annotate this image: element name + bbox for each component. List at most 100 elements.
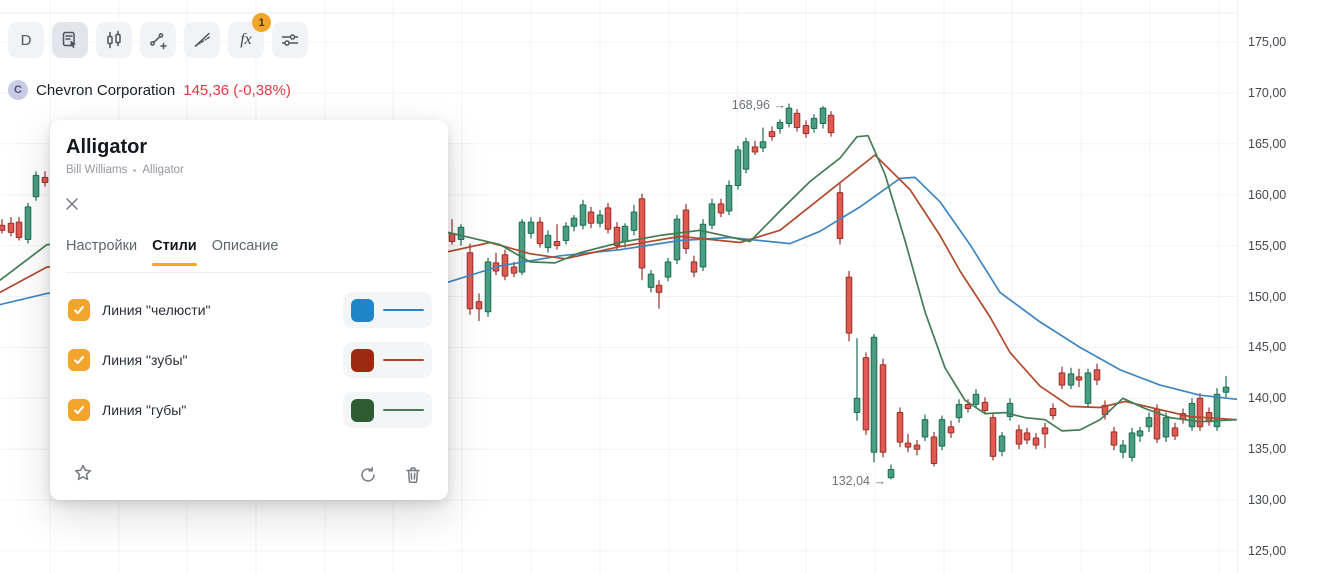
candle-body	[587, 211, 595, 224]
settings-button[interactable]	[272, 22, 308, 58]
candle-body	[475, 301, 483, 310]
candle-body	[836, 192, 844, 239]
candle-body	[24, 206, 32, 240]
close-button[interactable]	[60, 194, 84, 218]
candle-body	[1196, 397, 1204, 428]
teeth-line-sample	[383, 358, 424, 362]
candle-body	[562, 225, 570, 242]
candle-body	[664, 261, 672, 278]
lips-checkbox[interactable]	[68, 399, 90, 421]
interval-button[interactable]: D	[8, 22, 44, 58]
style-row-lips: Линия "губы"	[66, 392, 432, 428]
reset-button[interactable]	[357, 466, 379, 488]
tab-description[interactable]: Описание	[211, 238, 279, 254]
candle-body	[751, 146, 759, 153]
check-icon	[74, 305, 84, 315]
candle-body	[621, 225, 629, 243]
candle-body	[1188, 402, 1196, 428]
candle-body	[725, 185, 733, 212]
price-axis[interactable]: 175,00 170,00 165,00 160,00 155,00 150,00 145,…	[1237, 0, 1325, 573]
candle-body	[32, 174, 40, 198]
candle-body	[1119, 444, 1127, 453]
template-note-icon	[59, 29, 81, 51]
candle-body	[938, 419, 946, 447]
candle-body	[989, 417, 997, 457]
candle-body	[930, 436, 938, 464]
teeth-color-swatch[interactable]	[351, 348, 374, 372]
candle-body	[742, 141, 750, 170]
candlestick-chart[interactable]: 168,96 → 132,04 →	[0, 0, 1237, 573]
templates-button[interactable]	[52, 22, 88, 58]
trend-line-button[interactable]	[140, 22, 176, 58]
candle-body	[776, 121, 784, 130]
tab-styles[interactable]: Стили	[152, 238, 197, 266]
dialog-title: Alligator	[66, 136, 148, 158]
candle-body	[1110, 431, 1118, 446]
lips-style-preview[interactable]	[343, 392, 432, 428]
candle-body	[690, 261, 698, 273]
candle-body	[1058, 372, 1066, 386]
candle-body	[596, 214, 604, 224]
jaw-line-sample	[383, 308, 424, 312]
jaw-checkbox[interactable]	[68, 299, 90, 321]
candle-body	[1162, 417, 1170, 438]
jaw-style-preview[interactable]	[343, 292, 432, 328]
symbol-row[interactable]: C Chevron Corporation 145,36 (-0,38%)	[8, 80, 291, 100]
candle-body	[759, 141, 767, 149]
candle-body	[1136, 430, 1144, 437]
symbol-price-change: 145,36 (-0,38%)	[183, 81, 291, 99]
candle-body	[717, 203, 725, 214]
price-tick: 170,00	[1248, 85, 1287, 100]
candle-body	[41, 176, 49, 183]
candle-body	[972, 393, 980, 405]
refresh-icon	[358, 465, 378, 490]
trend-line-plus-icon	[147, 29, 169, 51]
dot-separator	[133, 168, 137, 172]
teeth-label: Линия "зубы"	[102, 352, 188, 368]
candle-body	[466, 252, 474, 310]
candle-body	[699, 223, 707, 268]
price-tick: 155,00	[1248, 238, 1287, 253]
candle-body	[887, 469, 895, 479]
favorite-button[interactable]	[72, 464, 94, 486]
jaw-color-swatch[interactable]	[351, 298, 374, 322]
candle-body	[518, 221, 526, 273]
teeth-style-preview[interactable]	[343, 342, 432, 378]
candle-body	[793, 112, 801, 129]
candle-body	[1049, 407, 1057, 417]
candle-body	[862, 357, 870, 431]
candle-body	[655, 284, 663, 293]
style-row-jaw: Линия "челюсти"	[66, 292, 432, 328]
price-annotation: 168,96 →	[732, 98, 786, 112]
candle-body	[853, 397, 861, 414]
drawing-tool-button[interactable]	[184, 22, 220, 58]
lips-line-sample	[383, 408, 424, 412]
candle-body	[1015, 429, 1023, 445]
teeth-checkbox[interactable]	[68, 349, 90, 371]
angle-tool-icon	[191, 29, 213, 51]
candle-body	[1023, 432, 1031, 441]
tab-settings[interactable]: Настройки	[66, 238, 138, 254]
indicator-settings-dialog: Alligator Bill Williams Alligator Настро…	[50, 120, 448, 500]
delete-button[interactable]	[402, 466, 424, 488]
candle-body	[1171, 427, 1179, 437]
lips-color-swatch[interactable]	[351, 398, 374, 422]
chart-type-button[interactable]	[96, 22, 132, 58]
candle-body	[1032, 437, 1040, 446]
fx-icon: fx	[240, 31, 252, 48]
candle-body	[845, 276, 853, 334]
price-tick: 175,00	[1248, 35, 1287, 49]
candle-body	[827, 114, 835, 134]
candle-body	[734, 149, 742, 187]
candle-body	[819, 107, 827, 124]
candle-body	[604, 207, 612, 230]
candle-body	[964, 403, 972, 409]
tabs-divider	[66, 272, 432, 273]
candle-body	[913, 444, 921, 450]
sliders-icon	[279, 29, 301, 51]
candle-body	[527, 221, 535, 234]
indicators-button[interactable]: fx 1	[228, 13, 271, 58]
lips-label: Линия "губы"	[102, 402, 187, 418]
candle-body	[708, 203, 716, 226]
candle-body	[15, 221, 23, 238]
